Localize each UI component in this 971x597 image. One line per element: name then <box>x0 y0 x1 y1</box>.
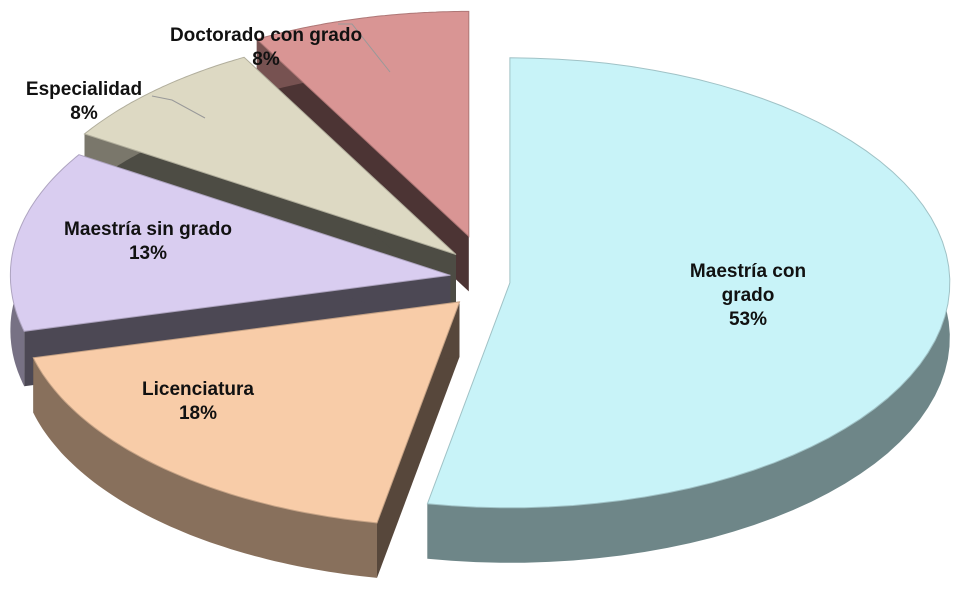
slice-label: Doctorado con grado 8% <box>166 24 366 72</box>
value-label: 18% <box>178 403 218 424</box>
slice <box>426 57 951 509</box>
slices <box>9 10 951 578</box>
slice-label: Especialidad 8% <box>0 78 174 126</box>
value-label: 53% <box>728 309 768 330</box>
leader-line <box>338 23 391 73</box>
category-name: Especialidad <box>25 79 143 100</box>
slice-label: Maestría sin grado 13% <box>18 218 278 266</box>
slice-label: Maestría con grado 53% <box>673 260 823 332</box>
slice <box>83 56 457 255</box>
slice-label: Licenciatura 18% <box>98 378 298 426</box>
slice <box>32 301 461 524</box>
slice <box>9 154 451 332</box>
category-name: Maestría con grado <box>689 261 807 306</box>
category-name: Doctorado con grado <box>169 25 363 46</box>
category-name: Licenciatura <box>142 379 254 400</box>
slice-side <box>33 357 378 578</box>
value-label: 8% <box>252 49 280 70</box>
slice-side <box>427 57 950 563</box>
value-label: 13% <box>128 243 168 264</box>
value-label: 8% <box>70 103 98 124</box>
slice <box>255 10 470 238</box>
leader-line <box>151 95 206 119</box>
category-name: Maestría sin grado <box>64 219 232 240</box>
slice-side <box>377 301 460 578</box>
